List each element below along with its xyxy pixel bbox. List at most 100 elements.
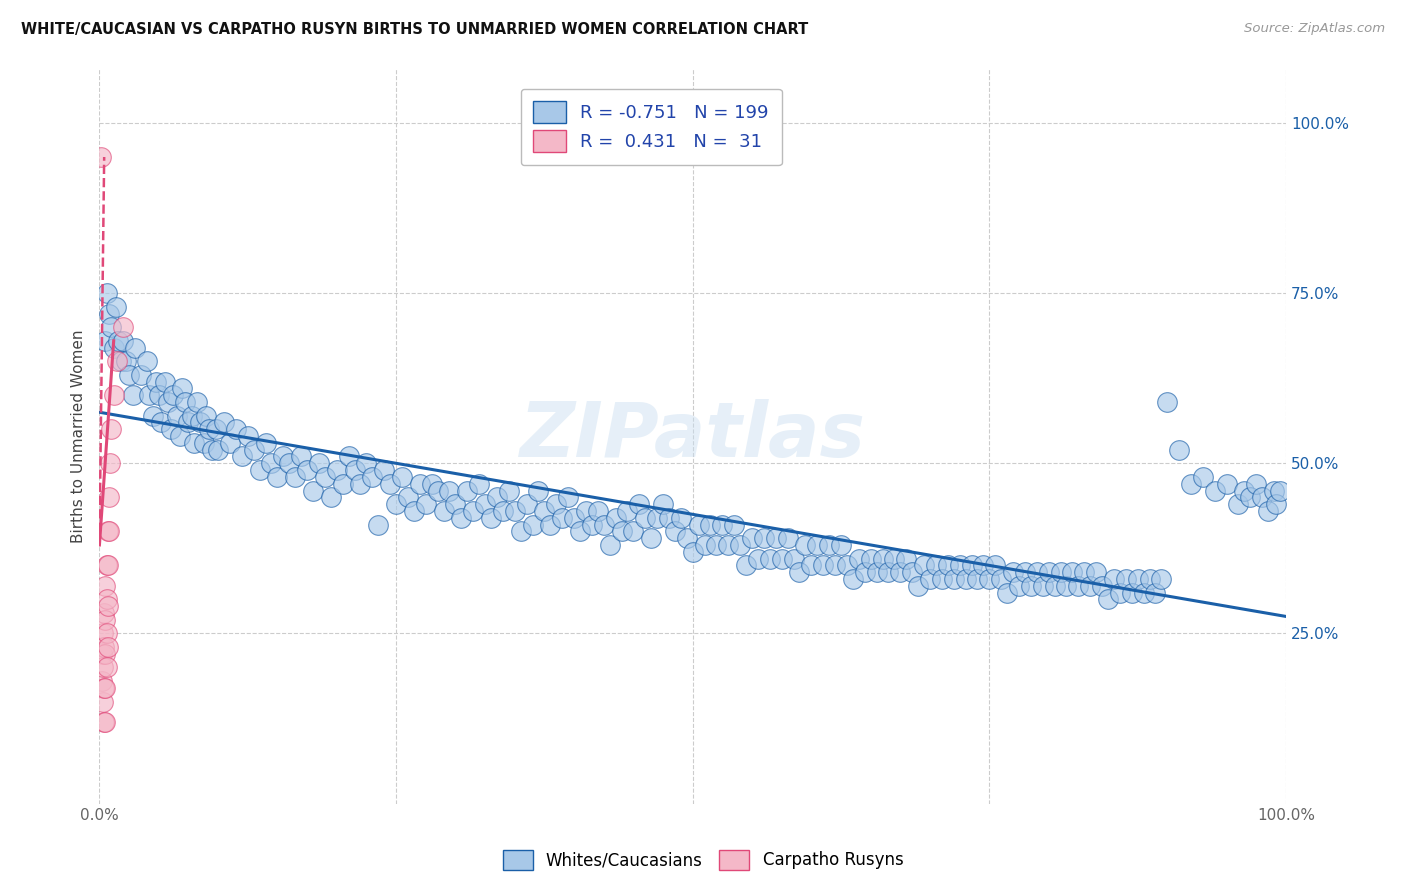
Point	[1097, 592, 1119, 607]
Point	[960, 558, 983, 573]
Point	[717, 538, 740, 552]
Point	[188, 416, 211, 430]
Legend: Whites/Caucasians, Carpatho Rusyns: Whites/Caucasians, Carpatho Rusyns	[496, 843, 910, 877]
Point	[396, 491, 419, 505]
Point	[1091, 579, 1114, 593]
Point	[492, 504, 515, 518]
Point	[195, 409, 218, 423]
Point	[145, 375, 167, 389]
Point	[426, 483, 449, 498]
Point	[225, 422, 247, 436]
Point	[984, 558, 1007, 573]
Point	[645, 510, 668, 524]
Point	[159, 422, 181, 436]
Point	[853, 565, 876, 579]
Point	[972, 558, 994, 573]
Point	[332, 476, 354, 491]
Point	[1168, 442, 1191, 457]
Point	[592, 517, 614, 532]
Point	[1056, 579, 1078, 593]
Point	[581, 517, 603, 532]
Point	[621, 524, 644, 539]
Point	[728, 538, 751, 552]
Point	[693, 538, 716, 552]
Point	[219, 435, 242, 450]
Point	[682, 545, 704, 559]
Point	[432, 504, 454, 518]
Point	[100, 320, 122, 334]
Point	[474, 497, 496, 511]
Point	[1121, 585, 1143, 599]
Point	[569, 524, 592, 539]
Point	[533, 504, 555, 518]
Point	[1038, 565, 1060, 579]
Point	[121, 388, 143, 402]
Point	[562, 510, 585, 524]
Point	[479, 510, 502, 524]
Point	[1008, 579, 1031, 593]
Point	[242, 442, 264, 457]
Point	[197, 422, 219, 436]
Point	[204, 422, 226, 436]
Point	[439, 483, 461, 498]
Point	[93, 606, 115, 620]
Point	[842, 572, 865, 586]
Point	[319, 491, 342, 505]
Point	[794, 538, 817, 552]
Point	[1263, 483, 1285, 498]
Point	[835, 558, 858, 573]
Point	[551, 510, 574, 524]
Point	[711, 517, 734, 532]
Point	[872, 551, 894, 566]
Point	[90, 647, 112, 661]
Point	[776, 531, 799, 545]
Point	[1073, 565, 1095, 579]
Point	[1265, 497, 1288, 511]
Point	[162, 388, 184, 402]
Point	[1062, 565, 1084, 579]
Point	[96, 558, 118, 573]
Point	[349, 476, 371, 491]
Point	[343, 463, 366, 477]
Point	[302, 483, 325, 498]
Point	[93, 640, 115, 654]
Point	[782, 551, 804, 566]
Point	[538, 517, 561, 532]
Point	[97, 599, 120, 614]
Point	[193, 435, 215, 450]
Point	[1204, 483, 1226, 498]
Point	[96, 286, 118, 301]
Point	[94, 714, 117, 729]
Point	[468, 476, 491, 491]
Point	[183, 435, 205, 450]
Point	[865, 565, 887, 579]
Point	[1192, 470, 1215, 484]
Point	[103, 388, 125, 402]
Point	[605, 510, 627, 524]
Point	[485, 491, 508, 505]
Point	[231, 450, 253, 464]
Legend: R = -0.751   N = 199, R =  0.431   N =  31: R = -0.751 N = 199, R = 0.431 N = 31	[520, 88, 782, 165]
Point	[1102, 572, 1125, 586]
Point	[688, 517, 710, 532]
Point	[153, 375, 176, 389]
Point	[1251, 491, 1274, 505]
Point	[93, 714, 115, 729]
Point	[1078, 579, 1101, 593]
Point	[1150, 572, 1173, 586]
Point	[1233, 483, 1256, 498]
Point	[112, 334, 135, 348]
Point	[107, 334, 129, 348]
Point	[522, 517, 544, 532]
Point	[907, 579, 929, 593]
Point	[498, 483, 520, 498]
Point	[157, 395, 180, 409]
Point	[96, 592, 118, 607]
Point	[800, 558, 823, 573]
Point	[150, 416, 173, 430]
Point	[118, 368, 141, 382]
Point	[859, 551, 882, 566]
Point	[97, 491, 120, 505]
Point	[138, 388, 160, 402]
Point	[509, 524, 531, 539]
